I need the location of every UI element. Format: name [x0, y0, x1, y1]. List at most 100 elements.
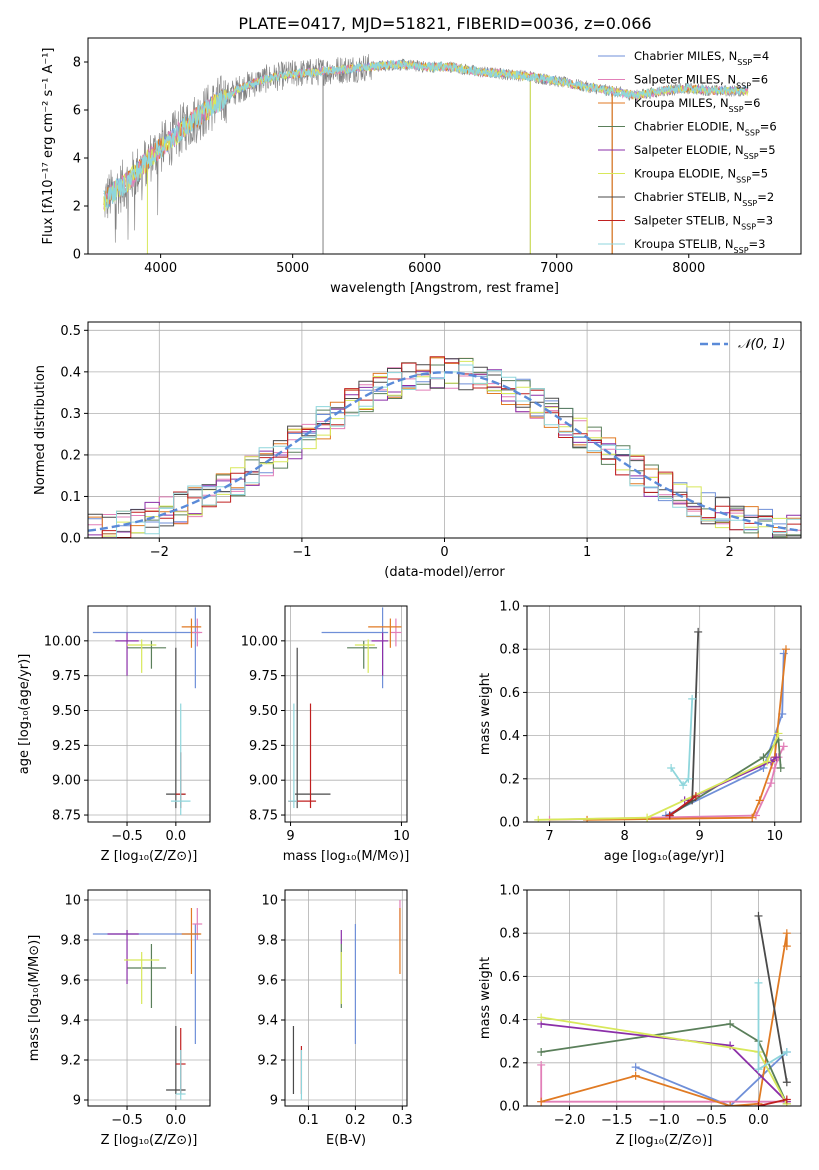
y-tick-label: 1.0	[499, 600, 520, 615]
weight-marker	[774, 729, 783, 738]
x-axis-label: age [log₁₀(age/yr)]	[604, 849, 725, 864]
plot-area-weight-vs-age	[527, 606, 801, 822]
weight-series-line	[538, 733, 780, 821]
x-axis-label: mass [log₁₀(M/M⊙)]	[283, 849, 410, 864]
y-tick-label: 9.50	[52, 704, 81, 719]
panel-residuals: −2 −1 0 1 2 0.0 0.1 0.2 0.3 0.4 0.5 (data-model)/er…	[33, 321, 802, 580]
axes-frame	[526, 605, 802, 823]
weight-marker	[772, 753, 781, 762]
weight-marker	[667, 764, 676, 772]
y-tick-label: 0.0	[499, 816, 520, 831]
y-tick-label: 9.75	[249, 669, 278, 684]
weight-marker	[766, 779, 775, 788]
x-tick-label: 0.0	[748, 1113, 769, 1128]
y-tick-label: 0	[73, 248, 81, 263]
y-tick-label: 1.0	[499, 884, 520, 899]
x-tick-label: −2.0	[554, 1113, 586, 1128]
panel-mass-vs-EBV: 0.1 0.2 0.3 9 9.2 9.4 9.6 9.8 10 E(B-V)	[257, 889, 413, 1148]
weight-marker	[665, 811, 674, 820]
weight-marker	[782, 1078, 791, 1087]
weight-marker	[537, 1060, 546, 1069]
y-tick-label: 0.6	[499, 970, 520, 985]
plot-area-weight-vs-Z	[527, 890, 801, 1106]
weight-marker	[754, 911, 763, 920]
y-axis-label: Normed distribution	[33, 365, 48, 495]
y-tick-label: 9.00	[52, 774, 81, 789]
y-tick-label: 9.4	[60, 1014, 81, 1029]
y-tick-label: 0.5	[60, 324, 81, 339]
x-tick-label: 0.1	[298, 1113, 319, 1128]
x-tick-label: 5000	[276, 261, 309, 276]
panel-spectrum: 4000 5000 6000 7000 8000 0 2 4 6 8 wavelength [Ang…	[41, 37, 802, 296]
weight-marker	[726, 1102, 735, 1106]
y-tick-label: 0.0	[499, 1100, 520, 1115]
axes-frame	[87, 37, 802, 255]
plot-area-mass-vs-Z	[88, 890, 210, 1106]
plot-area-mass-vs-EBV	[285, 890, 407, 1106]
y-tick-label: 9.50	[249, 704, 278, 719]
y-tick-label: 8	[73, 56, 81, 71]
legend-entry: Salpeter STELIB, NSSP=3	[634, 214, 773, 232]
y-tick-label: 2	[73, 200, 81, 215]
y-tick-label: 9.00	[249, 774, 278, 789]
gaussian-curve	[88, 371, 801, 532]
y-tick-label: 9.2	[60, 1054, 81, 1069]
weight-marker	[643, 813, 652, 822]
plot-area-residuals	[88, 322, 801, 538]
legend-entry: Salpeter ELODIE, NSSP=5	[634, 143, 776, 161]
legend: Chabrier MILES, NSSP=4 Salpeter MILES, NS…	[598, 49, 777, 255]
y-axis-label: age [log₁₀(age/yr)]	[17, 654, 32, 775]
y-tick-label: 9.25	[249, 739, 278, 754]
axes-frame	[87, 321, 802, 539]
weight-marker	[754, 978, 763, 987]
y-tick-label: 10.00	[44, 634, 81, 649]
weight-marker	[782, 1095, 791, 1104]
y-tick-label: 0.8	[499, 927, 520, 942]
weight-series-line	[587, 649, 787, 821]
y-axis-label: mass [log₁₀(M/M⊙)]	[27, 935, 42, 1062]
y-tick-label: 0.6	[499, 686, 520, 701]
weight-marker	[782, 942, 791, 951]
y-tick-label: 0.4	[499, 1013, 520, 1028]
legend-entry: Kroupa MILES, NSSP=6	[634, 96, 760, 114]
weight-marker	[537, 1048, 546, 1056]
legend-entry: Kroupa STELIB, NSSP=3	[634, 237, 765, 255]
y-tick-label: 9.4	[257, 1014, 278, 1029]
x-tick-label: 8000	[672, 261, 705, 276]
y-tick-label: 9.8	[60, 934, 81, 949]
panel-age-vs-Z: −0.5 0.0 8.75 9.00 9.25 9.50 9.75 10.00 Z [log₁₀…	[17, 605, 211, 864]
y-tick-label: 0.2	[499, 1056, 520, 1071]
y-axis-label: mass weight	[478, 673, 493, 755]
y-tick-label: 9.75	[52, 669, 81, 684]
x-tick-label: −0.5	[695, 1113, 727, 1128]
x-tick-label: 9	[696, 829, 704, 844]
legend-entry: Chabrier STELIB, NSSP=2	[634, 190, 774, 208]
legend-entry: Chabrier ELODIE, NSSP=6	[634, 120, 777, 138]
y-tick-label: 9.6	[60, 974, 81, 989]
x-tick-label: −2	[150, 545, 169, 560]
x-tick-label: 10	[766, 829, 783, 844]
x-axis-label: Z [log₁₀(Z/Z⊙)]	[101, 1133, 198, 1148]
weight-marker	[631, 1071, 640, 1080]
x-tick-label: 1	[583, 545, 591, 560]
y-tick-label: 10	[261, 894, 278, 909]
x-tick-label: −0.5	[111, 1113, 143, 1128]
x-tick-label: 10	[393, 829, 410, 844]
x-tick-label: 7000	[540, 261, 573, 276]
weight-series-line	[669, 795, 697, 817]
weight-marker	[726, 1019, 735, 1028]
axes-frame	[87, 605, 211, 823]
weight-series-line	[757, 915, 788, 1083]
x-axis-label: wavelength [Angstrom, rest frame]	[330, 281, 559, 296]
weight-series-line	[541, 1022, 788, 1105]
y-tick-label: 0.2	[499, 772, 520, 787]
legend-entry: Chabrier MILES, NSSP=4	[634, 49, 769, 67]
x-tick-label: 2	[726, 545, 734, 560]
weight-marker	[583, 815, 592, 822]
weight-marker	[534, 815, 543, 822]
x-tick-label: −0.5	[111, 829, 143, 844]
y-tick-label: 8.75	[249, 809, 278, 824]
y-tick-label: 0.1	[60, 490, 81, 505]
x-axis-label: Z [log₁₀(Z/Z⊙)]	[101, 849, 198, 864]
